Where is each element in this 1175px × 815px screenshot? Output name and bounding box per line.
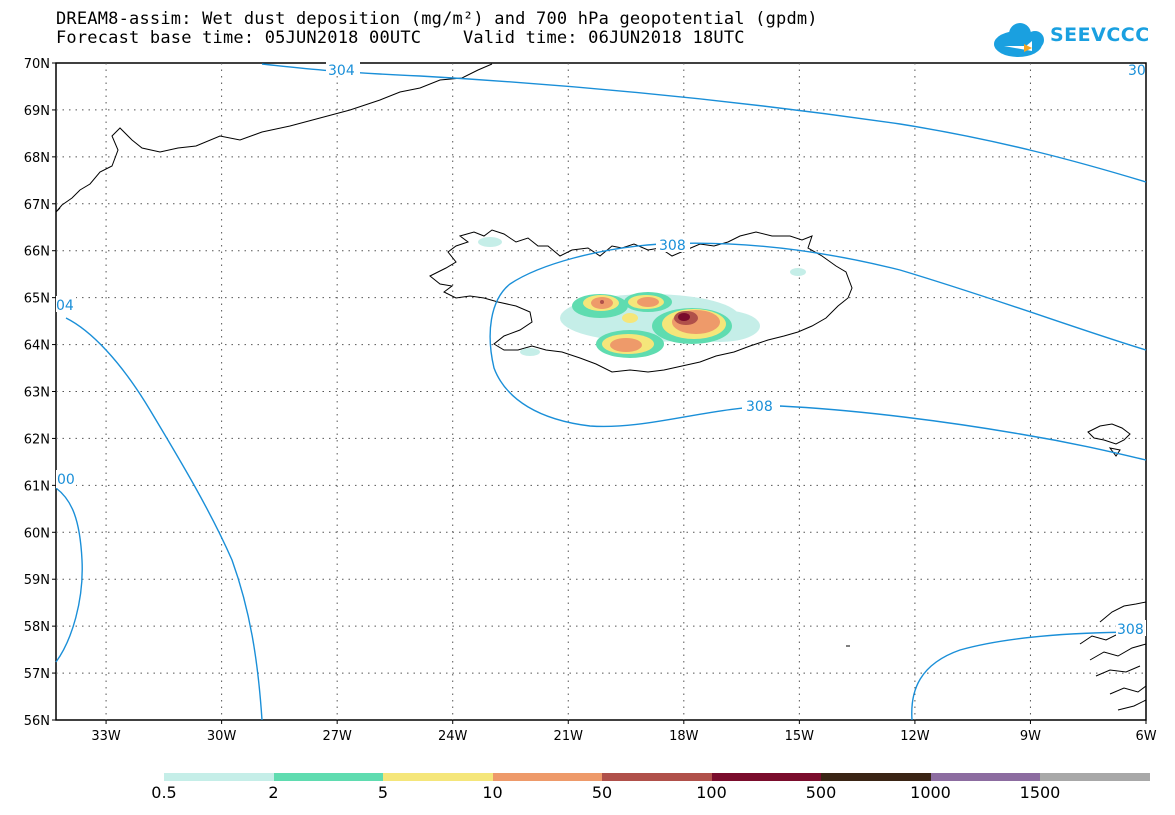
contour-label: 308 xyxy=(659,238,686,254)
latitude-label: 60N xyxy=(24,526,50,541)
latitude-label: 61N xyxy=(24,479,50,494)
latitude-label: 67N xyxy=(24,198,50,213)
legend-swatch xyxy=(930,773,1040,781)
dust-deposition-field xyxy=(478,237,806,358)
contour-300-west xyxy=(55,487,83,663)
contour-label-group: 304 308 308 04 00 308 30 xyxy=(56,62,1146,638)
legend-label: 1000 xyxy=(910,783,951,802)
longitude-label: 9W xyxy=(1020,729,1041,744)
legend-swatch xyxy=(711,773,821,781)
longitude-label: 33W xyxy=(91,729,121,744)
cloud-icon xyxy=(994,23,1044,57)
dust-patch xyxy=(637,297,659,307)
latitude-label: 68N xyxy=(24,151,50,166)
longitude-labels: 33W 30W 27W 24W 21W 18W 15W 12W 9W 6W xyxy=(91,729,1156,744)
legend-swatch xyxy=(821,773,931,781)
dust-patch xyxy=(678,313,690,321)
latitude-label: 63N xyxy=(24,386,50,401)
dust-patch xyxy=(622,313,638,323)
dust-patch xyxy=(790,268,806,276)
latitude-label: 59N xyxy=(24,573,50,588)
dust-patch xyxy=(600,300,604,304)
legend-label: 2 xyxy=(268,783,279,802)
latitude-label: 58N xyxy=(24,620,50,635)
contour-308-iceland xyxy=(489,242,1147,461)
legend-swatch xyxy=(602,773,712,781)
greenland-coast xyxy=(55,63,493,213)
legend-label: 0.5 xyxy=(151,783,177,802)
longitude-label: 30W xyxy=(207,729,237,744)
contour-304-north xyxy=(261,63,1147,183)
axis-ticks xyxy=(52,62,1147,724)
longitude-label: 27W xyxy=(322,729,352,744)
legend-label: 50 xyxy=(591,783,613,802)
dust-patch xyxy=(610,338,642,352)
map-subtitle: Forecast base time: 05JUN2018 00UTC Vali… xyxy=(56,28,745,48)
contour-label: 00 xyxy=(57,472,75,488)
longitude-label: 21W xyxy=(554,729,584,744)
latitude-label: 56N xyxy=(24,714,50,729)
contour-label: 04 xyxy=(56,298,74,314)
contour-308-southeast xyxy=(911,631,1147,721)
shetland-coast xyxy=(1079,601,1147,711)
coastlines xyxy=(55,63,1147,711)
latitude-label: 57N xyxy=(24,667,50,682)
contour-304-west xyxy=(65,317,263,721)
longitude-label: 12W xyxy=(900,729,930,744)
contour-label: 308 xyxy=(1117,622,1144,638)
dust-patch xyxy=(478,237,502,247)
iceland-coast xyxy=(429,229,853,373)
logo-text: SEEVCCC xyxy=(1050,24,1150,46)
contour-label: 304 xyxy=(328,63,355,79)
legend-swatch xyxy=(273,773,383,781)
longitude-label: 24W xyxy=(438,729,468,744)
legend-swatch xyxy=(492,773,602,781)
map-title: DREAM8-assim: Wet dust deposition (mg/m²… xyxy=(56,9,818,29)
latitude-label: 66N xyxy=(24,245,50,260)
dust-patch xyxy=(520,348,540,356)
contour-label: 308 xyxy=(746,399,773,415)
latitude-label: 70N xyxy=(24,57,50,72)
longitude-label: 6W xyxy=(1135,729,1156,744)
latitude-labels: 70N 69N 68N 67N 66N 65N 64N 63N 62N 61N 60N 59N 58N 5… xyxy=(24,57,50,729)
latitude-label: 64N xyxy=(24,339,50,354)
legend-label: 500 xyxy=(805,783,837,802)
legend-swatch xyxy=(164,773,274,781)
legend-label: 5 xyxy=(377,783,389,802)
latitude-label: 65N xyxy=(24,292,50,307)
legend-label: 10 xyxy=(482,783,503,802)
contour-label: 30 xyxy=(1128,63,1146,79)
latitude-label: 62N xyxy=(24,432,50,447)
legend-swatch xyxy=(383,773,493,781)
legend-swatch xyxy=(1040,773,1150,781)
legend-label: 1500 xyxy=(1019,783,1061,802)
legend-label: 100 xyxy=(696,783,727,802)
seevccc-logo xyxy=(994,23,1044,57)
longitude-label: 18W xyxy=(669,729,699,744)
graticule xyxy=(56,63,1146,720)
longitude-label: 15W xyxy=(785,729,815,744)
latitude-label: 69N xyxy=(24,104,50,119)
